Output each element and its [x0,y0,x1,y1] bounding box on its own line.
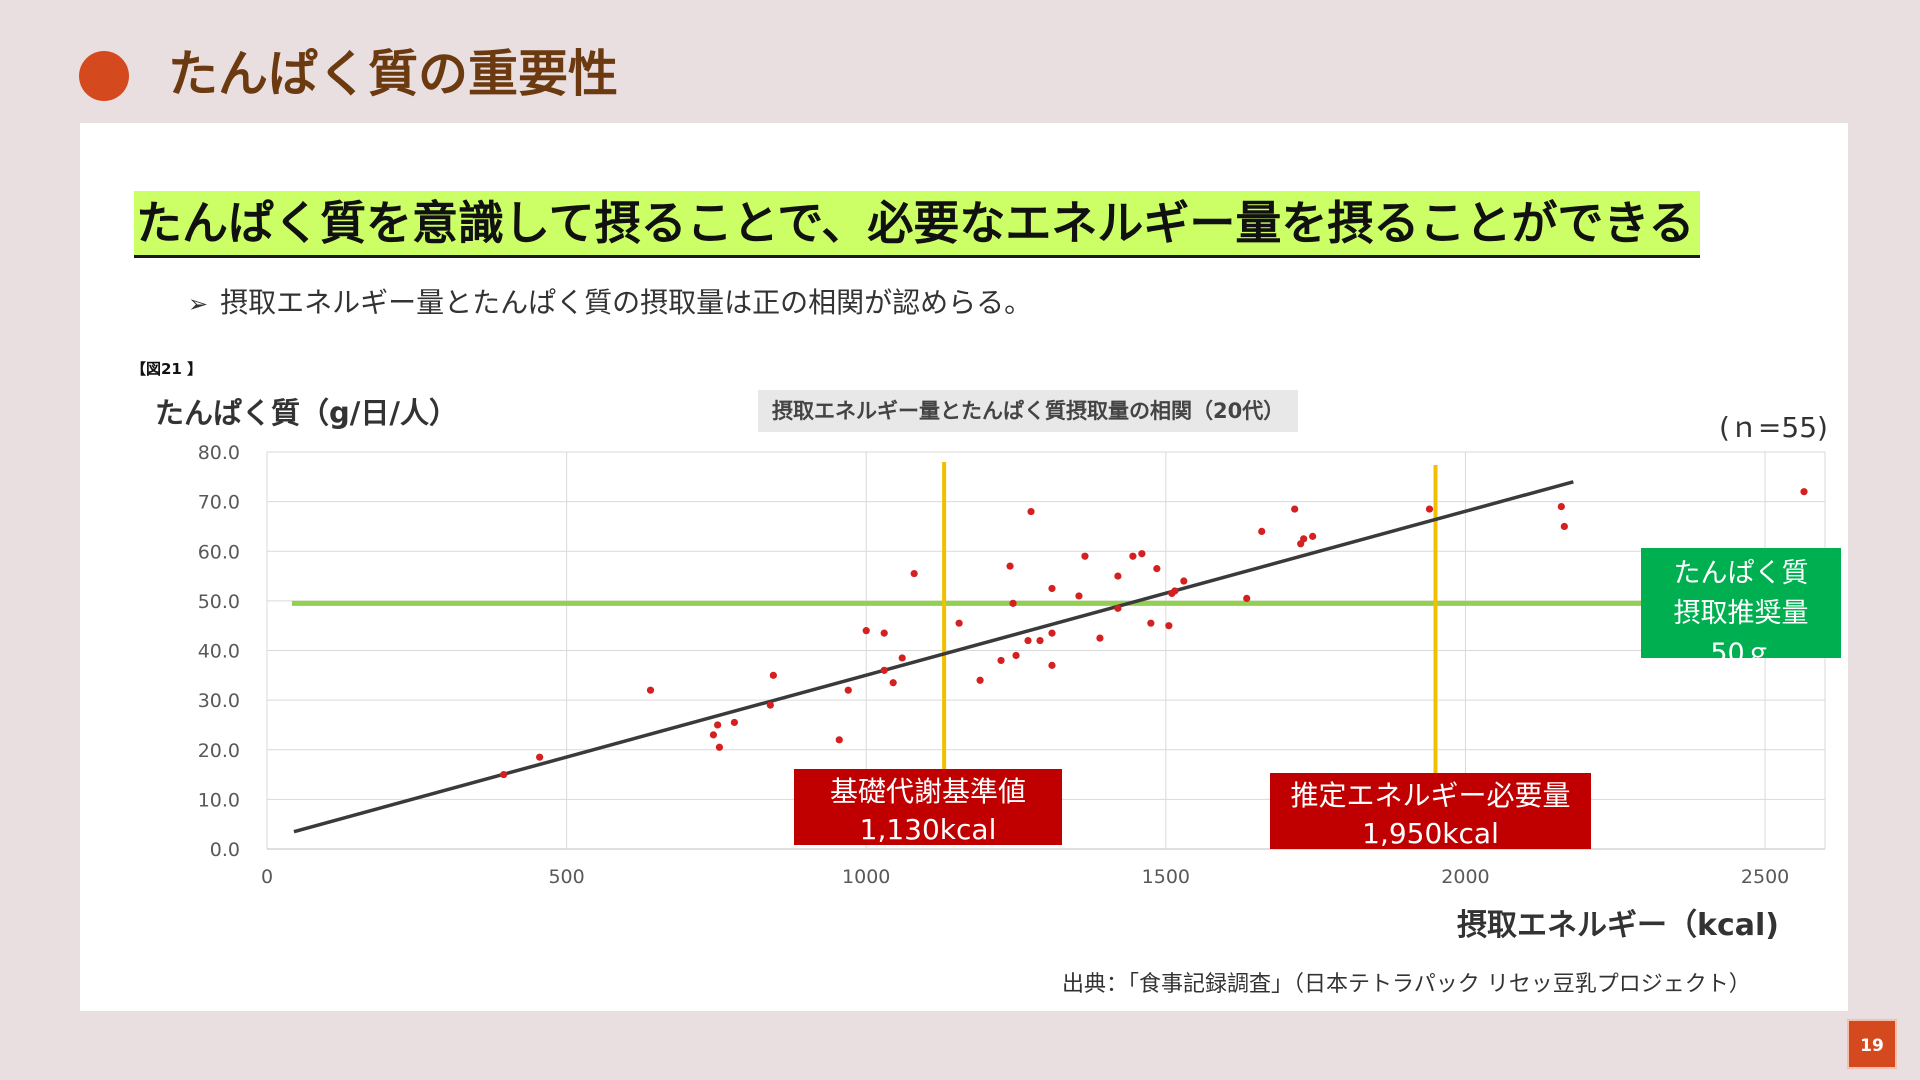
data-point [1291,505,1299,513]
data-point [835,736,843,744]
data-point [536,753,544,761]
estimated-energy-label-text: 1,950kcal [1362,817,1499,850]
data-point [1048,584,1056,593]
data-point [709,731,718,739]
headline: たんぱく質を意識して摂ることで、必要なエネルギー量を摂ることができる [134,191,1701,258]
data-point [880,666,888,674]
title-bullet-dot [79,51,129,101]
trendline [293,480,1574,834]
data-point [1800,488,1808,496]
bullet-text: 摂取エネルギー量とたんぱく質の摂取量は正の相関が認めらる。 [220,286,1033,319]
data-point [910,569,918,578]
arrow-bullet-icon: ➢ [188,290,209,318]
data-point [1243,594,1251,602]
estimated-energy-label-text: 推定エネルギー必要量 [1290,779,1570,812]
slide-title: たんぱく質の重要性 [168,45,618,103]
data-point [769,671,777,679]
data-point [898,654,906,662]
data-point [1557,502,1565,511]
y-tick-label: 0.0 [210,839,240,861]
data-point [714,721,722,729]
basal-metabolism-label-text: 基礎代謝基準値 [830,775,1026,808]
x-tick-label: 1000 [842,866,890,888]
data-point [997,656,1005,665]
y-tick-label: 30.0 [198,690,240,712]
protein-recommended-label-bg [1641,548,1841,658]
x-tick-label: 0 [261,866,273,888]
data-point [646,686,655,694]
x-tick-label: 1500 [1142,866,1190,888]
data-point [862,627,870,635]
basal-metabolism-label-bg [794,769,1062,845]
data-point [889,679,897,687]
data-point [500,770,508,779]
data-point [1081,552,1089,560]
sample-size-label: (ｎ=55) [1719,411,1828,444]
protein-recommended-label-text: 50ｇ [1710,638,1771,669]
data-point [1147,619,1155,627]
data-point [1096,634,1104,642]
estimated-energy-label: 推定エネルギー必要量 1,950kcal [1270,773,1591,850]
data-point [1048,629,1056,637]
y-tick-label: 10.0 [198,789,240,811]
data-point [730,718,739,727]
data-point [1036,636,1044,645]
x-tick-label: 2500 [1741,866,1789,888]
data-point [766,701,774,709]
y-tick-label: 60.0 [198,541,240,563]
data-point [1300,535,1308,543]
data-point [1180,577,1188,585]
data-point [1309,532,1317,540]
y-tick-label: 70.0 [198,492,240,514]
basal-metabolism-label: 基礎代謝基準値 1,130kcal [794,769,1062,846]
data-point [1114,604,1122,612]
data-point [1258,527,1266,536]
data-point [1009,599,1017,607]
x-tick-label: 2000 [1441,866,1489,888]
source-citation: 出典：「食事記録調査」（日本テトラパック リセッ豆乳プロジェクト） [1062,972,1751,997]
data-point [1114,572,1122,580]
content-panel [80,123,1848,1011]
data-point [880,629,888,637]
data-point [1560,522,1568,531]
data-point [1075,592,1083,600]
y-axis-title: たんぱく質（g/日/人） [155,396,458,430]
y-tick-label: 80.0 [198,442,240,464]
chart-title: 摂取エネルギー量とたんぱく質摂取量の相関（20代） [758,390,1299,432]
y-tick-label: 20.0 [198,740,240,762]
y-tick-label: 50.0 [198,591,240,613]
data-point [1048,661,1056,669]
protein-recommended-label-text: 摂取推奨量 [1674,598,1809,629]
x-tick-label: 500 [548,866,584,888]
bullet-point: ➢ 摂取エネルギー量とたんぱく質の摂取量は正の相関が認めらる。 [188,283,1032,324]
data-point [1171,587,1179,595]
page-number: 19 [1847,1019,1897,1069]
data-point [1425,505,1434,513]
data-point [976,676,984,684]
data-point [1153,565,1161,573]
x-axis-title: 摂取エネルギー（kcal) [1457,908,1779,943]
data-point [1027,507,1035,516]
data-point [1006,562,1014,570]
figure-label: 【図21 】 [131,360,203,378]
data-point [1138,550,1146,558]
basal-metabolism-label-text: 1,130kcal [860,813,997,846]
data-point [715,743,724,751]
data-point [1024,636,1032,645]
data-point [1012,651,1020,660]
estimated-energy-label-bg [1270,773,1591,849]
data-point [1165,622,1173,630]
data-point [955,619,963,627]
data-point [1129,552,1137,560]
y-tick-label: 40.0 [198,641,240,663]
protein-recommended-label-text: たんぱく質 [1674,558,1809,589]
data-point [844,686,852,694]
